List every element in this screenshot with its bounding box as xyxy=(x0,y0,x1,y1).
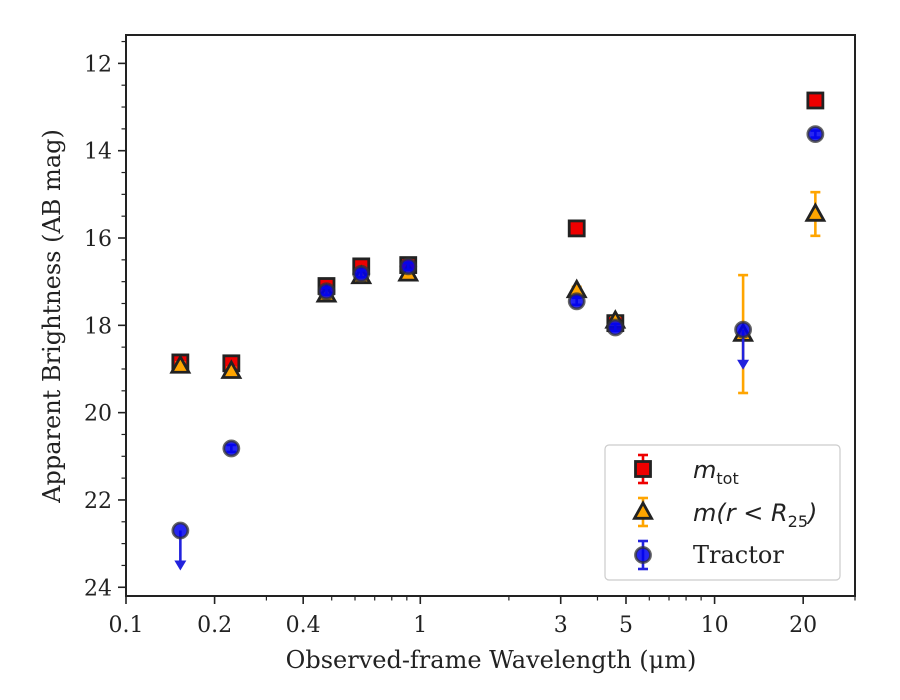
legend-label: Tractor xyxy=(693,541,784,569)
legend-label-main: m xyxy=(693,456,716,484)
x-tick-label: 0.2 xyxy=(197,613,232,638)
data-point xyxy=(804,190,827,238)
marker-triangle xyxy=(220,359,243,379)
y-tick-label: 18 xyxy=(84,314,112,339)
legend-marker-circle xyxy=(634,546,652,564)
marker-circle xyxy=(352,264,371,283)
data-point xyxy=(171,521,190,571)
legend-entry: Tractor xyxy=(634,539,784,571)
marker-square xyxy=(806,91,825,110)
upper-limit-arrowhead xyxy=(174,560,187,571)
legend-marker-triangle xyxy=(632,500,654,520)
marker-triangle xyxy=(169,354,192,374)
data-point xyxy=(399,257,418,276)
x-tick-label: 20 xyxy=(789,613,817,638)
marker-triangle xyxy=(804,202,827,222)
data-point xyxy=(222,439,241,458)
legend-marker-square xyxy=(634,460,652,478)
x-tick-label: 1 xyxy=(413,613,427,638)
x-tick-label: 3 xyxy=(554,613,568,638)
legend-label: m(r < R25) xyxy=(693,499,817,531)
legend: mtot m(r < R25) Tractor xyxy=(604,444,841,581)
marker-circle xyxy=(567,292,586,311)
data-point xyxy=(734,320,753,370)
x-tick-label: 0.1 xyxy=(109,613,144,638)
plot-area xyxy=(169,91,827,571)
series-triangle xyxy=(169,190,827,395)
legend-label-sub: 25 xyxy=(788,512,808,531)
data-point xyxy=(806,91,825,110)
marker-circle xyxy=(606,318,625,337)
data-point xyxy=(567,292,586,311)
y-tick-label: 16 xyxy=(84,227,112,252)
marker-circle xyxy=(399,257,418,276)
marker-circle xyxy=(806,125,825,144)
y-tick-label: 14 xyxy=(84,140,112,165)
x-tick-label: 0.4 xyxy=(286,613,321,638)
marker-circle xyxy=(171,521,190,540)
y-axis-label: Apparent Brightness (AB mag) xyxy=(38,129,66,504)
data-point xyxy=(806,125,825,144)
data-point xyxy=(567,219,586,238)
x-axis-label: Observed-frame Wavelength (μm) xyxy=(286,646,697,674)
legend-label: mtot xyxy=(693,456,739,488)
y-tick-label: 20 xyxy=(84,402,112,427)
x-tick-label: 5 xyxy=(619,613,633,638)
x-tick-label: 10 xyxy=(701,613,729,638)
y-tick-label: 24 xyxy=(84,576,112,601)
axes: 0.1 0.2 0.4 1 3 5 10 20 12 14 16 18 20 22 24 xyxy=(84,34,856,638)
marker-circle xyxy=(734,320,753,339)
legend-entry: m(r < R25) xyxy=(632,496,817,531)
legend-label-sub: tot xyxy=(716,469,738,488)
data-point xyxy=(317,282,336,301)
upper-limit-arrowhead xyxy=(737,359,750,370)
y-tick-label: 22 xyxy=(84,489,112,514)
legend-entry: mtot xyxy=(634,453,739,488)
data-point xyxy=(169,354,192,374)
legend-box xyxy=(604,444,841,581)
series-circle xyxy=(171,125,825,571)
data-point xyxy=(606,318,625,337)
marker-square xyxy=(567,219,586,238)
legend-label-main: m(r < R xyxy=(693,499,788,527)
marker-circle xyxy=(222,439,241,458)
data-point xyxy=(352,264,371,283)
y-tick-label: 12 xyxy=(84,52,112,77)
series-square xyxy=(171,91,825,373)
marker-circle xyxy=(317,282,336,301)
data-point xyxy=(220,359,243,379)
axes-frame xyxy=(125,34,856,597)
legend-label-tail: ) xyxy=(806,499,817,527)
